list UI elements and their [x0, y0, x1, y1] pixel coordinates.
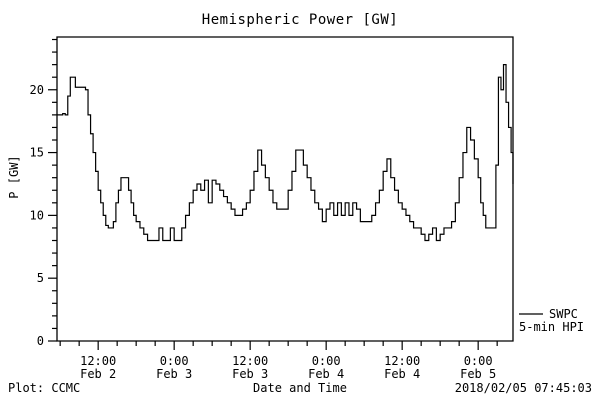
svg-text:12:00: 12:00: [80, 354, 116, 368]
svg-text:Feb 3: Feb 3: [232, 367, 268, 381]
svg-text:0:00: 0:00: [464, 354, 493, 368]
axis-frame: [56, 36, 514, 342]
svg-text:0: 0: [37, 334, 44, 348]
svg-text:Feb 5: Feb 5: [460, 367, 496, 381]
svg-text:Feb 4: Feb 4: [308, 367, 344, 381]
svg-text:Feb 3: Feb 3: [156, 367, 192, 381]
y-axis-ticks: [48, 38, 57, 342]
svg-text:Feb 4: Feb 4: [384, 367, 420, 381]
y-axis-tick-labels: 0 5 10 15 20: [30, 83, 44, 348]
svg-text:SWPC: SWPC: [549, 307, 578, 321]
svg-text:20: 20: [30, 83, 44, 97]
svg-text:0:00: 0:00: [160, 354, 189, 368]
svg-text:12:00: 12:00: [384, 354, 420, 368]
page-title: Hemispheric Power [GW]: [201, 12, 399, 28]
svg-text:12:00: 12:00: [232, 354, 268, 368]
svg-text:0:00: 0:00: [312, 354, 341, 368]
svg-text:10: 10: [30, 208, 44, 222]
svg-text:5: 5: [37, 271, 44, 285]
x-axis-ticks: [59, 341, 498, 350]
data-series-swpc-5min-hpi: [57, 64, 514, 242]
svg-text:5-min HPI: 5-min HPI: [519, 320, 584, 334]
plot-timestamp: 2018/02/05 07:45:03: [454, 381, 592, 395]
svg-text:Feb 2: Feb 2: [80, 367, 116, 381]
x-axis-title: Date and Time: [253, 381, 347, 395]
plot-credit: Plot: CCMC: [8, 381, 81, 395]
svg-text:15: 15: [30, 146, 44, 160]
